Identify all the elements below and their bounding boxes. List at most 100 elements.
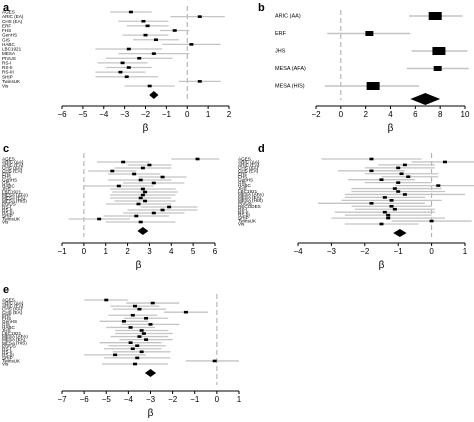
study-label: ERF xyxy=(238,171,247,176)
estimate-marker xyxy=(116,184,121,188)
estimate-marker xyxy=(138,196,143,200)
study-label: JHS xyxy=(2,328,11,333)
study-label: Vis xyxy=(2,220,9,225)
study-label: ERF xyxy=(2,23,11,28)
estimate-marker xyxy=(386,216,391,220)
study-label: MESA (EA) xyxy=(2,337,26,342)
study-label: MESA (HIS) xyxy=(238,198,263,203)
study-label: MESA (AFA) xyxy=(2,334,28,339)
summary-diamond xyxy=(393,229,407,237)
x-tick-label: −2 xyxy=(311,110,321,119)
estimate-marker xyxy=(151,211,156,215)
study-label: CHS (EA) xyxy=(238,168,259,173)
study-label: GenHS xyxy=(238,177,253,182)
estimate-marker xyxy=(365,31,374,36)
estimate-marker xyxy=(136,202,141,206)
panel-letter-d: d xyxy=(258,143,265,155)
study-label: TwinsUK xyxy=(2,79,21,84)
study-label: RS-I xyxy=(238,207,247,212)
estimate-marker xyxy=(110,169,115,173)
estimate-marker xyxy=(406,175,411,179)
study-label: ERF xyxy=(2,313,11,318)
x-tick-label: −2 xyxy=(168,395,178,404)
study-label: MESA (HIS) xyxy=(275,84,305,90)
study-label: TwinsUK xyxy=(2,359,21,364)
estimate-marker xyxy=(134,214,139,218)
study-label: HABC xyxy=(238,183,251,188)
study-label: RS-I xyxy=(2,60,11,65)
study-label: MESA (HIS) xyxy=(2,199,27,204)
estimate-marker xyxy=(151,52,156,55)
estimate-marker xyxy=(141,332,146,335)
study-label: AGES xyxy=(2,298,15,303)
study-label: RS-III xyxy=(2,70,14,75)
estimate-marker xyxy=(366,82,380,90)
estimate-marker xyxy=(132,172,137,176)
x-tick-label: 4 xyxy=(169,247,174,256)
study-label: RS-I xyxy=(2,205,11,210)
x-tick-label: 4 xyxy=(388,110,393,119)
estimate-marker xyxy=(143,199,148,203)
panel-letter-b: b xyxy=(258,2,265,14)
x-tick-label: −2 xyxy=(360,247,370,256)
estimate-marker xyxy=(139,350,144,354)
study-label: MESA (EA) xyxy=(238,195,262,200)
estimate-marker xyxy=(130,347,135,351)
x-tick-label: 3 xyxy=(147,247,152,256)
study-label: LBC1921 xyxy=(238,189,258,194)
study-label: CHS (AA) xyxy=(238,165,259,170)
x-tick-label: 0 xyxy=(339,110,344,119)
estimate-marker xyxy=(113,353,118,357)
estimate-marker xyxy=(195,157,200,161)
x-tick-label: −6 xyxy=(57,110,67,119)
estimate-marker xyxy=(138,220,143,224)
estimate-marker xyxy=(140,166,145,170)
estimate-marker xyxy=(436,184,441,187)
x-tick-label: 1 xyxy=(206,110,211,119)
estimate-marker xyxy=(144,316,149,320)
study-label: GIS xyxy=(238,180,246,185)
estimate-marker xyxy=(428,12,442,20)
study-label: RS-II xyxy=(2,208,12,213)
estimate-marker xyxy=(167,205,172,209)
study-label: MESA xyxy=(2,51,16,56)
study-label: ERF xyxy=(275,31,287,37)
study-label: ARIC (EA) xyxy=(2,163,24,168)
study-label: MESA (EA) xyxy=(2,196,26,201)
estimate-marker xyxy=(389,199,394,202)
estimate-marker xyxy=(104,298,109,302)
estimate-marker xyxy=(212,359,217,363)
estimate-marker xyxy=(432,47,446,55)
x-tick-label: −4 xyxy=(124,395,134,404)
estimate-marker xyxy=(153,38,158,42)
estimate-marker xyxy=(386,213,391,217)
x-axis-label-a: β xyxy=(143,123,149,134)
estimate-marker xyxy=(137,335,142,338)
x-tick-label: 0 xyxy=(185,110,190,119)
study-label: FHS xyxy=(2,316,11,321)
estimate-marker xyxy=(151,181,156,185)
x-tick-label: −6 xyxy=(80,395,90,404)
x-axis-label-c: β xyxy=(136,260,142,271)
study-label: CHS (EA) xyxy=(2,310,23,315)
x-tick-label: 2 xyxy=(125,247,130,256)
estimate-marker xyxy=(121,320,126,323)
study-label: TwinsUK xyxy=(2,217,21,222)
x-tick-label: 0 xyxy=(215,395,220,404)
estimate-marker xyxy=(369,157,374,161)
x-axis-label-e: β xyxy=(148,408,154,419)
study-label: ARIC (EA) xyxy=(238,163,260,168)
study-label: ARIC (EA) xyxy=(2,304,24,309)
estimate-marker xyxy=(396,166,401,170)
estimate-marker xyxy=(396,190,401,193)
estimate-marker xyxy=(140,187,145,191)
x-tick-label: 2 xyxy=(363,110,368,119)
study-label: PIVUS xyxy=(238,201,252,206)
estimate-marker xyxy=(402,193,407,196)
estimate-marker xyxy=(379,178,384,181)
study-label: GenHS xyxy=(2,33,17,38)
study-label: AGES xyxy=(238,157,251,162)
x-tick-label: −1 xyxy=(57,247,67,256)
estimate-marker xyxy=(402,163,407,167)
